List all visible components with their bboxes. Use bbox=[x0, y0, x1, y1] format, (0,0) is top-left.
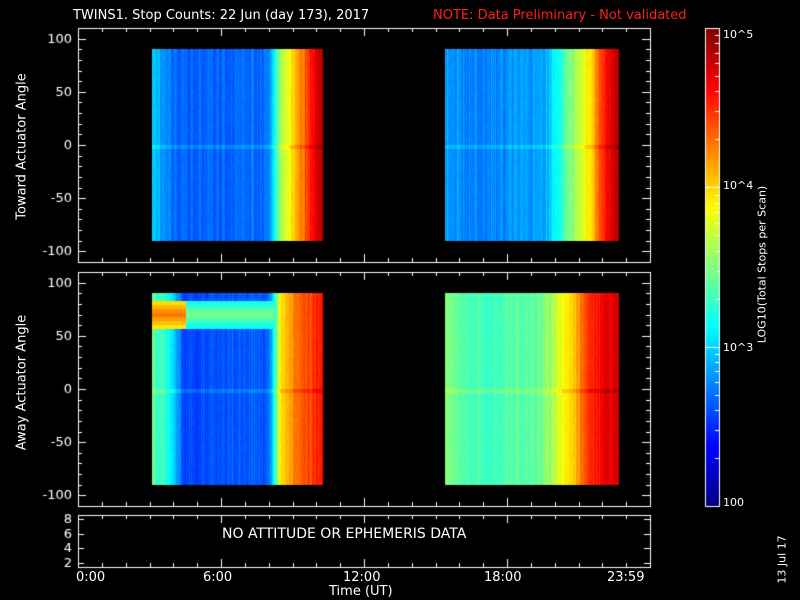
no-data-message: NO ATTITUDE OR EPHEMERIS DATA bbox=[222, 526, 467, 542]
middle-panel-ylabel: Away Actuator Angle bbox=[14, 314, 30, 451]
x-axis-label: Time (UT) bbox=[329, 584, 393, 599]
colorbar-tick-1e3: 10^3 bbox=[723, 341, 754, 354]
x-tick-2: 12:00 bbox=[343, 570, 381, 585]
colorbar-tick-1e4: 10^4 bbox=[723, 179, 754, 192]
chart-title: TWINS1. Stop Counts: 22 Jun (day 173), 2… bbox=[73, 8, 370, 23]
x-tick-1: 6:00 bbox=[203, 570, 233, 585]
colorbar-tick-100: 100 bbox=[723, 496, 744, 509]
x-tick-4: 23:59 bbox=[607, 570, 645, 585]
preliminary-note: NOTE: Data Preliminary - Not validated bbox=[433, 8, 687, 23]
x-tick-0: 0:00 bbox=[76, 570, 106, 585]
footer-date: 13 Jul 17 bbox=[775, 535, 789, 584]
top-panel-ylabel: Toward Actuator Angle bbox=[14, 73, 30, 220]
x-tick-3: 18:00 bbox=[484, 570, 522, 585]
colorbar-label: LOG10(Total Stops per Scan) bbox=[755, 185, 769, 344]
colorbar-tick-1e5: 10^5 bbox=[723, 28, 754, 41]
